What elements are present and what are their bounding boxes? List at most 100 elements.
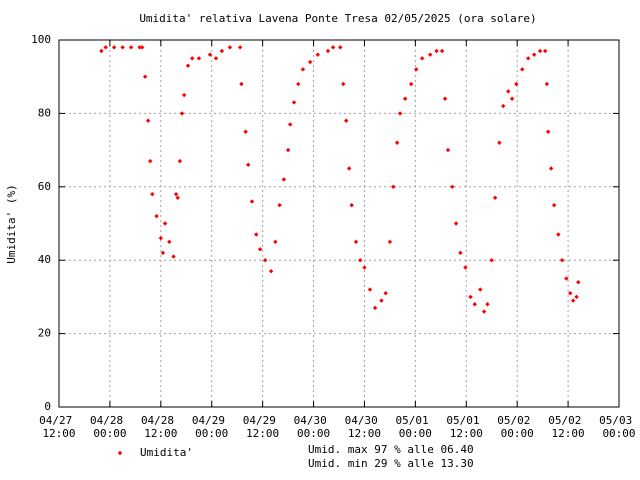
- point: [268, 269, 274, 274]
- point: [556, 232, 561, 237]
- point: [509, 96, 515, 101]
- point: [387, 239, 393, 245]
- point: [315, 52, 320, 57]
- point: [145, 118, 151, 123]
- x-tick-label: 04/27 12:00: [39, 414, 79, 440]
- point: [175, 195, 180, 201]
- point: [285, 147, 291, 153]
- point: [300, 67, 306, 72]
- point: [291, 100, 297, 105]
- x-tick-label: 04/30 00:00: [294, 414, 334, 440]
- point: [150, 191, 155, 197]
- point: [391, 184, 396, 189]
- point: [468, 294, 473, 300]
- legend-marker: [117, 450, 123, 456]
- point: [514, 81, 519, 87]
- point: [325, 48, 331, 54]
- point: [434, 48, 439, 54]
- point: [408, 81, 414, 87]
- point: [379, 298, 384, 303]
- point: [383, 291, 388, 296]
- point: [273, 239, 278, 245]
- point: [544, 81, 550, 87]
- point: [262, 258, 268, 263]
- y-tick-label: 20: [38, 327, 51, 340]
- point: [358, 258, 363, 263]
- point: [450, 184, 455, 189]
- point: [574, 294, 579, 300]
- point: [367, 287, 373, 292]
- point: [564, 276, 569, 281]
- point: [296, 81, 301, 87]
- x-tick-label: 05/01 12:00: [446, 414, 486, 440]
- y-tick-label: 0: [44, 400, 51, 413]
- point: [568, 291, 573, 296]
- note: Umid. min 29 % alle 13.30: [308, 457, 474, 470]
- plot-frame: [58, 39, 620, 408]
- point: [497, 140, 502, 145]
- point: [307, 59, 313, 65]
- point: [394, 140, 400, 145]
- point: [492, 195, 498, 201]
- point: [237, 45, 243, 50]
- point: [181, 92, 187, 98]
- point: [548, 166, 554, 171]
- point: [167, 239, 172, 245]
- point: [372, 305, 378, 311]
- point: [576, 280, 581, 285]
- point: [246, 162, 251, 167]
- point: [402, 96, 408, 101]
- x-tick-label: 04/30 12:00: [345, 414, 385, 440]
- point: [281, 177, 287, 182]
- point: [353, 239, 359, 245]
- chart-title: Umidita' relativa Lavena Ponte Tresa 02/…: [139, 12, 536, 25]
- point: [288, 122, 293, 127]
- point: [458, 250, 463, 256]
- point: [213, 56, 219, 61]
- point: [485, 302, 490, 307]
- legend-label: Umidita': [140, 446, 193, 459]
- point: [137, 45, 142, 50]
- point: [171, 254, 176, 259]
- point: [463, 265, 468, 270]
- point: [344, 118, 349, 123]
- point: [177, 158, 183, 164]
- point: [489, 258, 494, 263]
- point: [442, 96, 448, 101]
- point: [472, 302, 477, 307]
- point: [445, 147, 451, 153]
- point: [162, 221, 168, 226]
- point: [120, 45, 125, 50]
- x-tick-label: 04/29 00:00: [192, 414, 232, 440]
- point: [219, 48, 225, 54]
- point: [570, 298, 576, 303]
- x-tick-label: 05/01 00:00: [395, 414, 435, 440]
- point: [111, 45, 117, 50]
- point: [349, 202, 354, 208]
- point: [453, 221, 459, 226]
- point: [99, 48, 104, 54]
- point: [185, 63, 191, 68]
- point: [196, 56, 202, 61]
- point: [481, 309, 487, 314]
- point: [158, 235, 164, 241]
- x-tick-label: 05/03 00:00: [599, 414, 639, 440]
- point: [526, 56, 531, 61]
- point: [531, 52, 537, 57]
- point: [362, 265, 367, 270]
- point: [207, 52, 213, 57]
- y-tick-label: 100: [31, 33, 51, 46]
- point: [277, 202, 282, 208]
- point: [173, 191, 179, 197]
- point: [439, 48, 445, 54]
- point: [239, 81, 244, 87]
- point: [249, 199, 255, 204]
- point: [419, 56, 425, 61]
- point: [154, 213, 159, 219]
- point: [397, 111, 403, 116]
- point: [414, 67, 419, 72]
- x-tick-label: 04/29 12:00: [243, 414, 283, 440]
- point: [551, 202, 557, 208]
- point: [148, 158, 153, 164]
- point: [346, 166, 352, 171]
